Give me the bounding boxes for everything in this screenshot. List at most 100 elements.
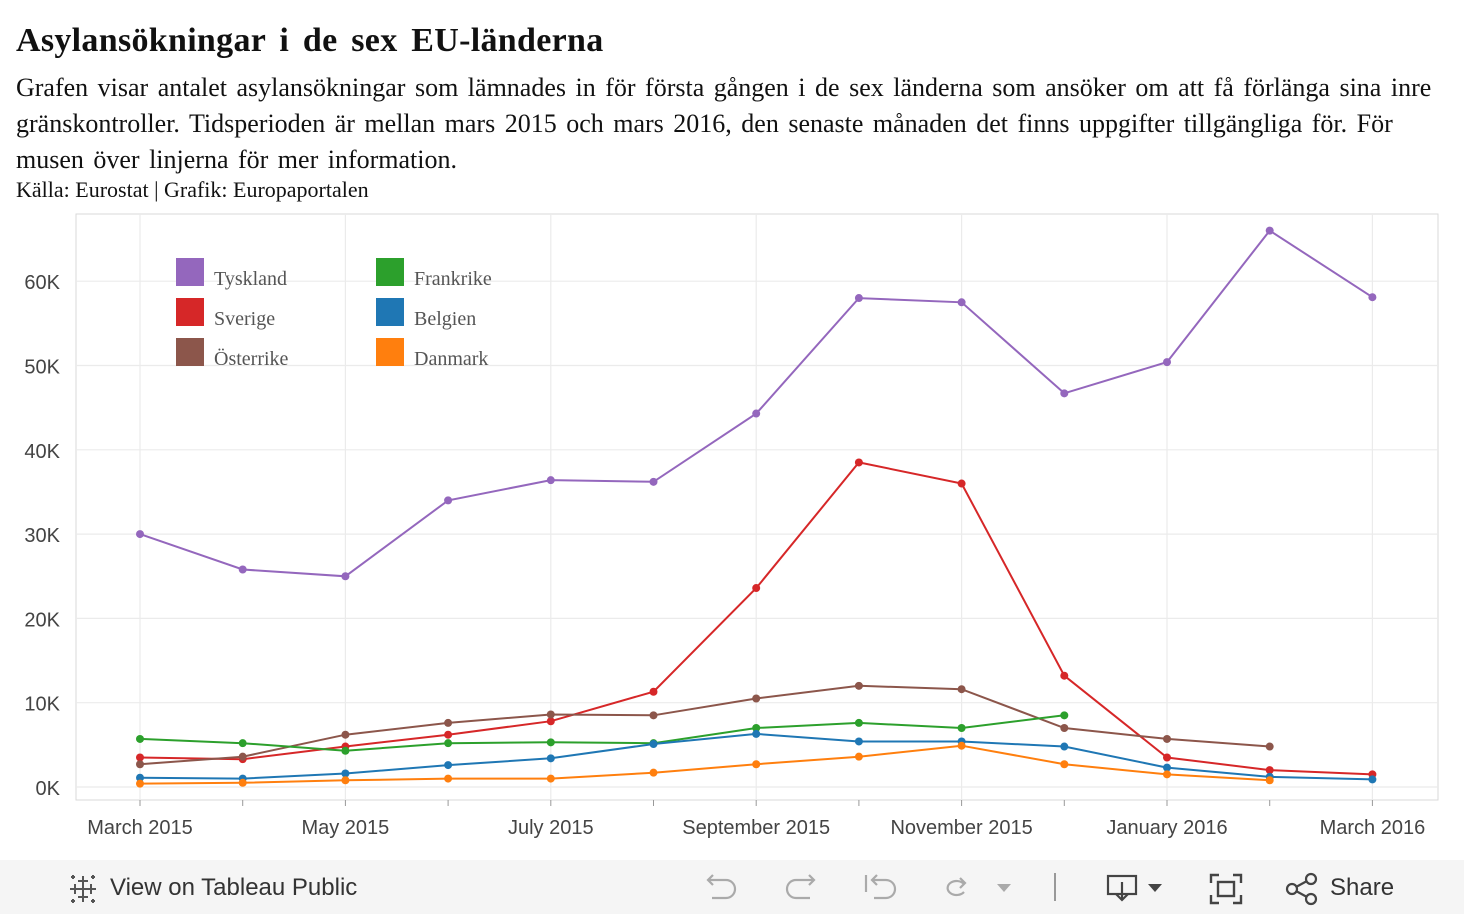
data-point-sverige[interactable] xyxy=(957,479,966,488)
legend-label: Sverige xyxy=(214,308,275,330)
series-line-danmark[interactable] xyxy=(139,744,1270,785)
data-point-österrike[interactable] xyxy=(1163,734,1171,743)
data-point-belgien[interactable] xyxy=(1163,763,1171,772)
undo-icon[interactable] xyxy=(700,872,740,904)
data-point-tyskland[interactable] xyxy=(957,298,966,307)
data-point-danmark[interactable] xyxy=(238,778,247,787)
legend-swatch xyxy=(176,258,204,286)
data-point-danmark[interactable] xyxy=(649,768,658,777)
data-point-frankrike[interactable] xyxy=(238,739,247,748)
data-point-frankrike[interactable] xyxy=(957,723,966,732)
data-point-sverige[interactable] xyxy=(752,584,761,593)
x-tick-label: March 2015 xyxy=(87,817,193,839)
data-point-österrike[interactable] xyxy=(649,711,658,720)
data-point-danmark[interactable] xyxy=(546,774,555,783)
data-point-tyskland[interactable] xyxy=(341,572,350,581)
data-point-danmark[interactable] xyxy=(136,779,144,788)
view-on-tableau-link[interactable]: View on Tableau Public xyxy=(110,874,358,901)
data-point-danmark[interactable] xyxy=(1163,770,1171,779)
data-point-sverige[interactable] xyxy=(649,687,658,696)
refresh-icon[interactable] xyxy=(934,872,974,904)
data-point-österrike[interactable] xyxy=(957,685,966,694)
share-icon[interactable] xyxy=(1284,872,1320,906)
data-point-tyskland[interactable] xyxy=(136,530,144,539)
data-point-tyskland[interactable] xyxy=(1163,358,1171,367)
data-point-danmark[interactable] xyxy=(957,741,966,750)
data-point-frankrike[interactable] xyxy=(854,718,863,727)
tableau-toolbar: View on Tableau Public xyxy=(0,860,1464,914)
data-point-tyskland[interactable] xyxy=(546,476,555,485)
data-point-tyskland[interactable] xyxy=(1265,226,1274,235)
legend-swatch xyxy=(176,298,204,326)
revert-icon[interactable] xyxy=(860,872,900,904)
data-point-frankrike[interactable] xyxy=(444,739,453,748)
data-point-österrike[interactable] xyxy=(854,681,863,690)
x-tick-label: January 2016 xyxy=(1106,817,1227,839)
data-point-sverige[interactable] xyxy=(1060,671,1069,680)
y-tick-label: 0K xyxy=(36,778,61,800)
data-point-belgien[interactable] xyxy=(649,740,658,749)
data-point-frankrike[interactable] xyxy=(136,734,144,743)
y-tick-label: 60K xyxy=(24,272,60,294)
data-point-danmark[interactable] xyxy=(752,760,761,769)
data-point-tyskland[interactable] xyxy=(854,294,863,303)
data-point-sverige[interactable] xyxy=(1265,766,1274,775)
data-point-sverige[interactable] xyxy=(136,753,144,762)
data-point-österrike[interactable] xyxy=(136,760,144,769)
data-point-österrike[interactable] xyxy=(238,752,247,761)
tableau-logo-icon xyxy=(70,875,96,903)
redo-icon[interactable] xyxy=(782,872,822,904)
data-point-sverige[interactable] xyxy=(444,730,453,739)
data-point-belgien[interactable] xyxy=(444,761,453,770)
data-point-sverige[interactable] xyxy=(854,458,863,467)
x-tick-label: July 2015 xyxy=(508,817,594,839)
data-point-tyskland[interactable] xyxy=(238,565,247,574)
x-tick-label: September 2015 xyxy=(682,817,830,839)
data-point-tyskland[interactable] xyxy=(649,477,658,486)
data-point-belgien[interactable] xyxy=(546,754,555,763)
y-tick-label: 20K xyxy=(24,609,60,631)
data-point-tyskland[interactable] xyxy=(752,409,761,418)
data-point-österrike[interactable] xyxy=(1060,723,1069,732)
data-point-belgien[interactable] xyxy=(341,769,350,778)
legend-swatch xyxy=(376,298,404,326)
data-point-belgien[interactable] xyxy=(752,729,761,738)
fullscreen-icon[interactable] xyxy=(1208,872,1244,906)
data-point-sverige[interactable] xyxy=(546,717,555,726)
share-button[interactable]: Share xyxy=(1330,874,1395,901)
data-point-danmark[interactable] xyxy=(854,752,863,761)
chevron-down-icon[interactable] xyxy=(992,872,1016,904)
y-tick-label: 10K xyxy=(24,694,60,716)
y-tick-label: 50K xyxy=(24,357,60,379)
page-title: Asylansökningar i de sex EU-länderna xyxy=(16,22,604,59)
data-point-frankrike[interactable] xyxy=(341,746,350,755)
data-point-tyskland[interactable] xyxy=(444,496,453,505)
line-chart[interactable]: 0K 10K 20K 30K 40K 50K 60K March 2015 May 2015 Ju… xyxy=(0,0,1464,858)
data-point-belgien[interactable] xyxy=(136,773,144,782)
data-point-danmark[interactable] xyxy=(444,774,453,783)
data-point-belgien[interactable] xyxy=(1060,742,1069,751)
data-point-frankrike[interactable] xyxy=(1060,711,1069,720)
data-point-belgien[interactable] xyxy=(1368,775,1377,784)
download-icon[interactable] xyxy=(1104,872,1168,904)
data-point-tyskland[interactable] xyxy=(1060,389,1069,398)
data-point-österrike[interactable] xyxy=(341,730,350,739)
data-point-österrike[interactable] xyxy=(752,694,761,703)
data-point-tyskland[interactable] xyxy=(1368,293,1377,302)
data-point-danmark[interactable] xyxy=(341,776,350,785)
data-point-österrike[interactable] xyxy=(1265,742,1274,751)
data-point-danmark[interactable] xyxy=(1060,760,1069,769)
toolbar-separator xyxy=(1054,873,1056,901)
data-point-frankrike[interactable] xyxy=(546,738,555,747)
series-line-frankrike[interactable] xyxy=(139,714,1065,752)
data-point-frankrike[interactable] xyxy=(752,723,761,732)
series-line-österrike[interactable] xyxy=(139,684,1270,766)
data-point-österrike[interactable] xyxy=(444,718,453,727)
data-point-belgien[interactable] xyxy=(854,737,863,746)
data-point-sverige[interactable] xyxy=(1163,753,1171,762)
legend-label: Belgien xyxy=(414,308,476,330)
data-point-österrike[interactable] xyxy=(546,710,555,719)
legend-label: Frankrike xyxy=(414,268,492,290)
data-point-danmark[interactable] xyxy=(1265,776,1274,785)
y-tick-label: 30K xyxy=(24,525,60,547)
